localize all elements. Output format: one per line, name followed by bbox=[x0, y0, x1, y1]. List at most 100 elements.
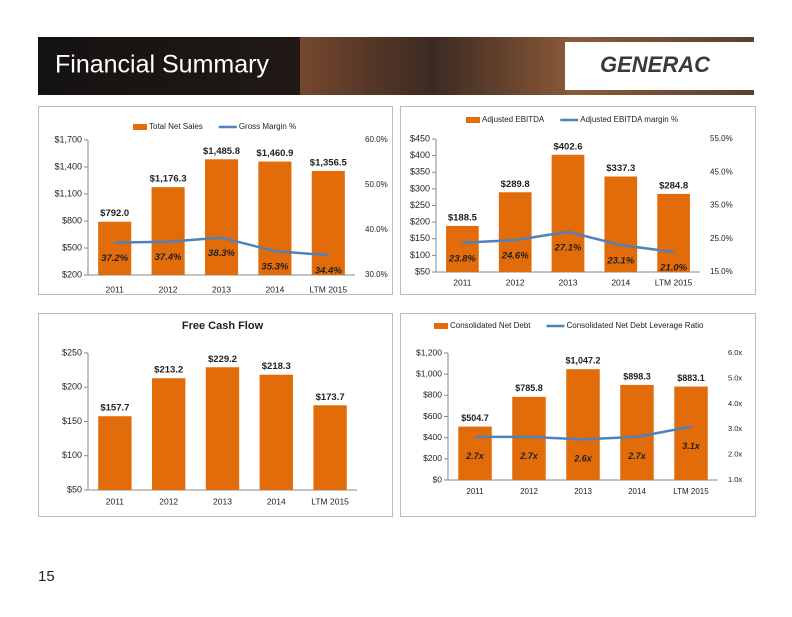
bar bbox=[498, 192, 532, 272]
y2-tick-label: 40.0% bbox=[365, 225, 388, 234]
legend-label: Consolidated Net Debt Leverage Ratio bbox=[567, 321, 705, 330]
bar bbox=[204, 159, 239, 275]
y-tick-label: $200 bbox=[423, 453, 442, 463]
y2-tick-label: 45.0% bbox=[710, 167, 733, 176]
y-tick-label: $350 bbox=[410, 167, 430, 177]
line-value-label: 34.4% bbox=[315, 266, 342, 277]
legend-label: Consolidated Net Debt bbox=[450, 321, 531, 330]
bar bbox=[98, 416, 132, 490]
bar-value-label: $1,485.8 bbox=[203, 146, 240, 157]
panel bbox=[38, 106, 393, 295]
bar bbox=[259, 374, 293, 490]
bar-value-label: $173.7 bbox=[316, 392, 345, 403]
y-tick-label: $800 bbox=[423, 390, 442, 400]
logo-box bbox=[565, 42, 754, 90]
legend-label: Adjusted EBITDA bbox=[482, 115, 545, 124]
y-tick-label: $1,700 bbox=[54, 134, 82, 144]
bar-value-label: $792.0 bbox=[100, 208, 129, 219]
y-tick-label: $800 bbox=[62, 215, 82, 225]
panel bbox=[400, 106, 756, 295]
line-value-label: 21.0% bbox=[659, 263, 687, 274]
x-tick-label: 2011 bbox=[453, 277, 472, 287]
line-value-label: 27.1% bbox=[554, 242, 582, 253]
y-tick-label: $600 bbox=[423, 411, 442, 421]
legend-swatch bbox=[133, 124, 147, 130]
line-value-label: 37.4% bbox=[155, 252, 182, 263]
bar-value-label: $213.2 bbox=[154, 365, 183, 376]
panel bbox=[38, 313, 393, 517]
x-tick-label: 2011 bbox=[106, 496, 125, 506]
y-tick-label: $200 bbox=[62, 269, 82, 279]
legend-label: Total Net Sales bbox=[149, 122, 203, 131]
x-tick-label: 2012 bbox=[506, 277, 525, 287]
bar-value-label: $785.8 bbox=[515, 383, 543, 393]
y2-tick-label: 2.0x bbox=[728, 450, 742, 459]
slide-title: Financial Summary bbox=[55, 51, 269, 79]
x-tick-label: LTM 2015 bbox=[673, 487, 709, 496]
bar-value-label: $1,356.5 bbox=[310, 157, 348, 168]
x-tick-label: 2012 bbox=[520, 487, 538, 496]
y2-tick-label: 4.0x bbox=[728, 399, 742, 408]
bar bbox=[551, 154, 585, 272]
y2-tick-label: 55.0% bbox=[710, 134, 733, 143]
y-tick-label: $250 bbox=[410, 200, 430, 210]
y-tick-label: $50 bbox=[67, 484, 82, 494]
line-value-label: 38.3% bbox=[208, 248, 235, 259]
bar-value-label: $289.8 bbox=[501, 179, 530, 190]
y-tick-label: $150 bbox=[410, 233, 430, 243]
x-tick-label: 2011 bbox=[106, 284, 125, 294]
bar-value-label: $883.1 bbox=[677, 373, 705, 383]
y-tick-label: $450 bbox=[410, 133, 430, 143]
bar-value-label: $1,176.3 bbox=[150, 174, 187, 185]
bar-value-label: $188.5 bbox=[448, 212, 478, 223]
bar bbox=[620, 384, 654, 480]
y2-tick-label: 35.0% bbox=[710, 201, 733, 210]
y-tick-label: $400 bbox=[423, 432, 442, 442]
bar-value-label: $402.6 bbox=[553, 141, 582, 152]
line-value-label: 24.6% bbox=[501, 251, 529, 262]
y2-tick-label: 6.0x bbox=[728, 348, 742, 357]
x-tick-label: LTM 2015 bbox=[311, 496, 349, 506]
y2-tick-label: 60.0% bbox=[365, 135, 388, 144]
panel bbox=[400, 313, 756, 517]
bar-value-label: $337.3 bbox=[606, 163, 635, 174]
y-tick-label: $0 bbox=[433, 474, 443, 484]
bar bbox=[258, 161, 292, 275]
x-tick-label: 2013 bbox=[213, 496, 232, 506]
y-tick-label: $1,000 bbox=[416, 368, 442, 378]
y-tick-label: $400 bbox=[410, 150, 430, 160]
y2-tick-label: 15.0% bbox=[710, 267, 733, 276]
x-tick-label: 2012 bbox=[159, 496, 178, 506]
x-tick-label: 2014 bbox=[628, 487, 646, 496]
line-value-label: 23.8% bbox=[448, 253, 476, 264]
line-value-label: 2.7x bbox=[465, 451, 485, 461]
line-value-label: 35.3% bbox=[261, 262, 288, 273]
line-value-label: 2.7x bbox=[627, 451, 647, 461]
x-tick-label: 2012 bbox=[159, 284, 178, 294]
bar-value-label: $898.3 bbox=[623, 371, 651, 381]
bar bbox=[458, 426, 492, 480]
bar bbox=[98, 221, 132, 275]
x-tick-label: 2013 bbox=[574, 487, 592, 496]
page-number: 15 bbox=[38, 568, 55, 585]
bar bbox=[152, 378, 186, 490]
y-tick-label: $250 bbox=[62, 347, 82, 357]
line-value-label: 23.1% bbox=[606, 256, 634, 267]
title-backdrop bbox=[38, 37, 300, 95]
x-tick-label: 2014 bbox=[611, 277, 630, 287]
line-value-label: 2.7x bbox=[519, 451, 539, 461]
y-tick-label: $1,200 bbox=[416, 347, 442, 357]
x-tick-label: LTM 2015 bbox=[309, 284, 347, 294]
chart-title: Free Cash Flow bbox=[182, 320, 264, 332]
x-tick-label: 2014 bbox=[265, 284, 284, 294]
legend-label: Gross Margin % bbox=[239, 122, 296, 131]
y-tick-label: $100 bbox=[410, 250, 430, 260]
bar-value-label: $284.8 bbox=[659, 180, 688, 191]
bar bbox=[674, 386, 708, 480]
x-tick-label: 2011 bbox=[466, 487, 484, 496]
y2-tick-label: 50.0% bbox=[365, 180, 388, 189]
line bbox=[475, 425, 692, 441]
y-tick-label: $1,100 bbox=[54, 188, 82, 198]
